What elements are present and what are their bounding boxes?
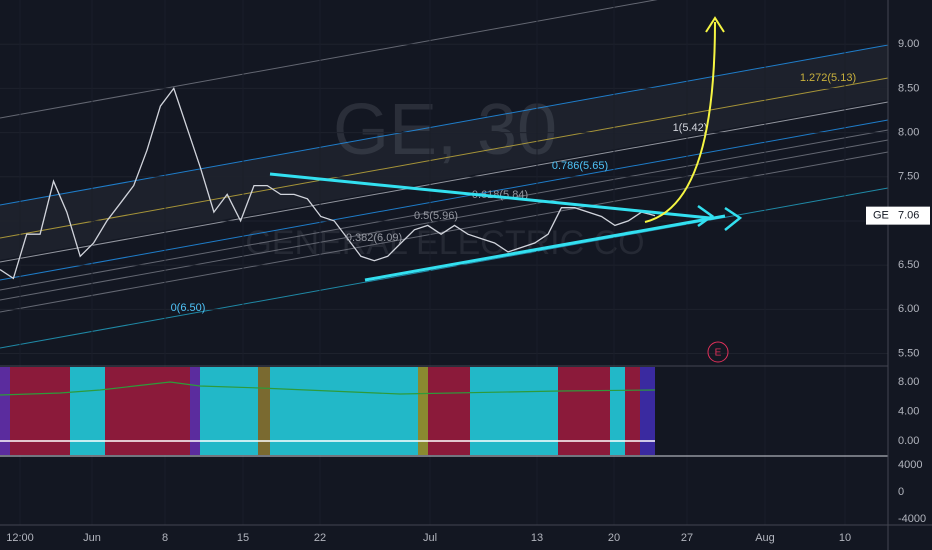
price-tag [866,206,930,225]
indicator-band [105,367,190,455]
y-tick-label: 9.00 [898,38,919,50]
x-tick-label: 15 [237,532,249,544]
indicator-band [10,367,70,455]
channel-line [0,129,889,291]
indicator-tick-label: 4.00 [898,405,919,417]
x-tick-label: 20 [608,532,620,544]
indicator-band [70,367,105,455]
indicator-band [470,367,558,455]
channel-line [0,101,889,263]
x-tick-label: 27 [681,532,693,544]
x-tick-label: Jun [83,532,101,544]
channel-line [0,187,889,349]
price-line [0,87,656,280]
volume-tick-label: 4000 [898,459,922,471]
watermark-symbol: GE, 30 [333,90,557,170]
indicator-band [418,367,428,455]
trendline [364,214,726,282]
channel-line [0,139,889,301]
indicator-band [190,367,200,455]
price-tag-symbol: GE [873,210,889,222]
arrow-head [705,16,725,33]
channel-line [0,77,889,239]
indicator-band [200,367,258,455]
y-tick-label: 8.00 [898,126,919,138]
indicator-band [558,367,610,455]
channel-fill [0,45,888,260]
earnings-label: E [715,348,722,359]
projection-arrow [644,21,716,223]
x-tick-label: 12:00 [6,532,34,544]
indicator-band [428,367,470,455]
y-tick-label: 7.50 [898,171,919,183]
fib-label: 0.5(5.96) [414,210,458,222]
indicator-band [0,367,10,455]
fib-label: 1.272(5.13) [800,72,856,84]
arrow-head [697,204,715,228]
channel-line [0,44,889,206]
fib-label: 0.786(5.65) [552,160,608,172]
drawings [0,0,889,355]
indicator-tick-label: 8.00 [898,376,919,388]
earnings-marker[interactable] [707,341,729,363]
fib-label: 1(5.42) [673,122,708,134]
arrow-head [724,206,743,231]
x-tick-label: Jul [423,532,437,544]
indicator-band [625,367,640,455]
x-tick-label: 10 [839,532,851,544]
y-tick-label: 6.50 [898,259,919,271]
indicator-band [270,367,418,455]
price-tag-value: 7.06 [898,210,919,222]
fib-label: 0.382(6.09) [346,232,402,244]
x-tick-label: Aug [755,532,775,544]
y-tick-label: 5.50 [898,347,919,359]
fib-label: 0(6.50) [171,302,206,314]
trendline [269,172,711,220]
x-tick-label: 8 [162,532,168,544]
y-tick-label: 6.00 [898,303,919,315]
indicator-band [258,367,270,455]
volume-tick-label: -4000 [898,513,926,525]
x-tick-label: 22 [314,532,326,544]
x-tick-label: 13 [531,532,543,544]
channel-line [0,119,889,281]
volume-tick-label: 0 [898,486,904,498]
channel-line [0,0,658,119]
indicator-band [640,367,655,455]
indicator-tick-label: 0.00 [898,435,919,447]
indicator-line [0,381,656,396]
indicator-band [610,367,625,455]
y-tick-label: 8.50 [898,82,919,94]
